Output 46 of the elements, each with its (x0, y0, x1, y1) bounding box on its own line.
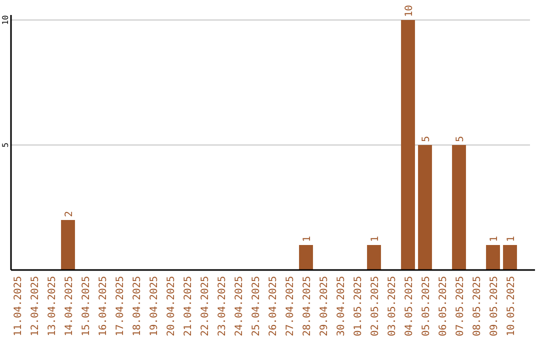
x-tick-label: 29.04.2025 (319, 276, 330, 336)
x-tick-label: 26.04.2025 (268, 276, 279, 336)
x-tick-label: 08.05.2025 (472, 276, 483, 336)
x-tick-label: 17.04.2025 (115, 276, 126, 336)
data-label: 10 (404, 4, 415, 17)
x-tick-label: 02.05.2025 (370, 276, 381, 336)
bar (486, 245, 500, 270)
x-tick-label: 05.05.2025 (421, 276, 432, 336)
x-tick-label: 15.04.2025 (81, 276, 92, 336)
x-tick-label: 23.04.2025 (217, 276, 228, 336)
x-tick-label: 21.04.2025 (183, 276, 194, 336)
bar (418, 145, 432, 270)
x-tick-label: 03.05.2025 (387, 276, 398, 336)
data-label: 1 (370, 236, 381, 242)
x-tick-label: 16.04.2025 (98, 276, 109, 336)
x-tick-label: 28.04.2025 (302, 276, 313, 336)
bar (299, 245, 313, 270)
bar (503, 245, 517, 270)
x-tick-label: 12.04.2025 (30, 276, 41, 336)
bar (401, 20, 415, 270)
x-tick-label: 20.04.2025 (166, 276, 177, 336)
x-tick-label: 14.04.2025 (64, 276, 75, 336)
x-tick-label: 07.05.2025 (455, 276, 466, 336)
x-tick-label: 27.04.2025 (285, 276, 296, 336)
bar (452, 145, 466, 270)
x-tick-label: 22.04.2025 (200, 276, 211, 336)
data-label: 1 (506, 236, 517, 242)
x-tick-label: 19.04.2025 (149, 276, 160, 336)
x-tick-label: 18.04.2025 (132, 276, 143, 336)
data-label: 1 (489, 236, 500, 242)
x-tick-label: 25.04.2025 (251, 276, 262, 336)
x-tick-label: 06.05.2025 (438, 276, 449, 336)
data-label: 5 (455, 136, 466, 142)
x-tick-label: 09.05.2025 (489, 276, 500, 336)
x-tick-label: 24.04.2025 (234, 276, 245, 336)
bar (367, 245, 381, 270)
data-label: 1 (302, 236, 313, 242)
data-label: 2 (64, 210, 75, 217)
bar (61, 220, 75, 270)
x-tick-label: 10.05.2025 (506, 276, 517, 336)
data-label: 5 (421, 136, 432, 142)
x-tick-label: 01.05.2025 (353, 276, 364, 336)
x-tick-label: 30.04.2025 (336, 276, 347, 336)
x-tick-label: 04.05.2025 (404, 276, 415, 336)
x-tick-label: 11.04.2025 (13, 276, 24, 336)
x-tick-label: 13.04.2025 (47, 276, 58, 336)
